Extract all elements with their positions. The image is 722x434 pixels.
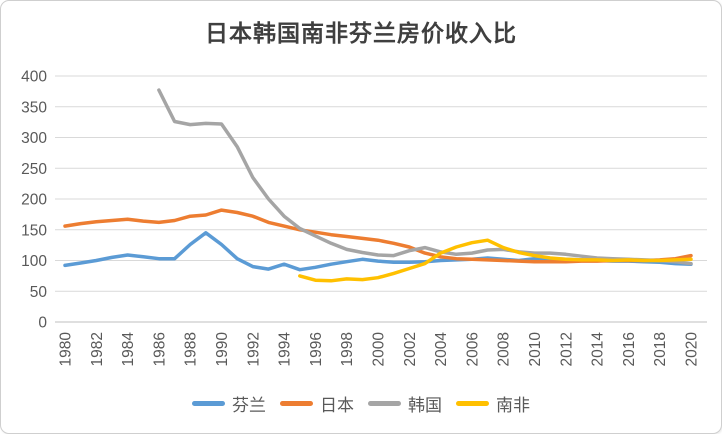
x-tick-label: 1996 <box>308 332 325 366</box>
y-tick-label: 0 <box>38 315 47 332</box>
x-tick-label: 2002 <box>402 332 419 366</box>
y-tick-label: 50 <box>30 284 48 301</box>
y-tick-label: 400 <box>21 69 47 86</box>
y-tick-label: 200 <box>21 192 47 209</box>
x-tick-label: 2012 <box>558 332 575 366</box>
y-tick-label: 350 <box>21 99 47 116</box>
x-tick-label: 1994 <box>277 332 294 367</box>
series-line-芬兰 <box>63 231 693 272</box>
x-tick-label: 2004 <box>433 332 450 367</box>
x-tick-label: 1986 <box>151 332 168 366</box>
x-tick-label: 1980 <box>58 332 75 367</box>
x-tick-label: 1984 <box>120 332 137 367</box>
legend-item-0: 芬兰 <box>192 391 266 416</box>
legend-label: 芬兰 <box>232 396 266 415</box>
legend-swatch-icon <box>192 401 225 406</box>
x-tick-label: 1992 <box>245 332 262 366</box>
chart-legend: 芬兰 日本 韩国 南非 <box>1 391 721 416</box>
x-tick-label: 2006 <box>464 332 481 366</box>
legend-label: 南非 <box>496 396 530 415</box>
x-tick-label: 2014 <box>590 332 607 367</box>
x-tick-label: 2016 <box>621 332 638 366</box>
x-tick-label: 2008 <box>496 332 513 366</box>
x-tick-label: 1988 <box>183 332 200 366</box>
chart-title: 日本韩国南非芬兰房价收入比 <box>205 21 517 46</box>
x-tick-label: 1990 <box>214 332 231 367</box>
legend-swatch-icon <box>456 401 489 406</box>
legend-swatch-icon <box>280 401 313 406</box>
y-tick-label: 300 <box>21 130 47 147</box>
x-tick-label: 1982 <box>89 332 106 366</box>
legend-item-1: 日本 <box>280 391 354 416</box>
legend-item-2: 韩国 <box>368 391 442 416</box>
series-line-韩国 <box>157 88 693 266</box>
x-tick-label: 1998 <box>339 332 356 366</box>
x-tick-label: 2010 <box>527 332 544 367</box>
legend-item-3: 南非 <box>456 391 530 416</box>
y-tick-label: 250 <box>21 161 47 178</box>
series-line-南非 <box>298 238 693 283</box>
y-tick-label: 150 <box>21 222 47 239</box>
legend-swatch-icon <box>368 401 401 406</box>
y-tick-label: 100 <box>21 253 47 270</box>
x-tick-label: 2020 <box>684 332 701 367</box>
x-tick-label: 2000 <box>371 332 388 367</box>
legend-label: 韩国 <box>408 396 442 415</box>
legend-label: 日本 <box>320 396 354 415</box>
x-tick-label: 2018 <box>652 332 669 366</box>
